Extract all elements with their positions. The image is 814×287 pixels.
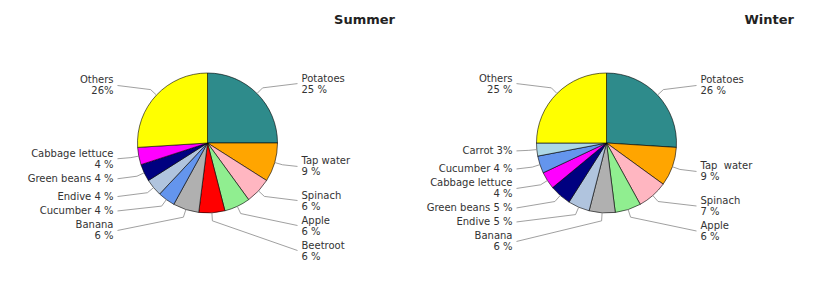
svg-text:6 %: 6 % [94, 230, 113, 241]
svg-text:9 %: 9 % [302, 166, 321, 177]
svg-text:Green beans 4 %: Green beans 4 % [28, 173, 114, 184]
html-text:Winter: Winter [744, 12, 794, 27]
svg-text:Apple: Apple [302, 215, 330, 226]
svg-text:Banana: Banana [76, 219, 114, 230]
svg-text:Endive 4 %: Endive 4 % [57, 191, 113, 202]
svg-text:Potatoes: Potatoes [701, 74, 744, 85]
svg-text:6 %: 6 % [302, 226, 321, 237]
html-text:Summer: Summer [334, 12, 395, 27]
svg-text:Carrot 3%: Carrot 3% [462, 145, 512, 156]
svg-text:Banana: Banana [475, 230, 513, 241]
svg-text:25 %: 25 % [487, 84, 512, 95]
svg-text:Cucumber 4 %: Cucumber 4 % [439, 163, 513, 174]
svg-text:6 %: 6 % [493, 241, 512, 252]
svg-text:Others: Others [479, 73, 513, 84]
svg-text:9 %: 9 % [701, 171, 720, 182]
svg-text:Spinach: Spinach [302, 190, 342, 201]
svg-text:Cabbage lettuce: Cabbage lettuce [430, 177, 512, 188]
svg-text:Beetroot: Beetroot [302, 240, 345, 251]
svg-text:25 %: 25 % [302, 84, 327, 95]
svg-text:4 %: 4 % [493, 188, 512, 199]
svg-text:Others: Others [80, 74, 114, 85]
svg-text:26%: 26% [91, 85, 113, 96]
svg-text:Apple: Apple [701, 220, 729, 231]
svg-text:Tap water: Tap water [700, 160, 754, 171]
svg-text:6 %: 6 % [701, 231, 720, 242]
svg-text:4 %: 4 % [94, 159, 113, 170]
svg-text:Spinach: Spinach [701, 195, 741, 206]
svg-text:26 %: 26 % [701, 85, 726, 96]
svg-text:6 %: 6 % [302, 251, 321, 262]
svg-text:7 %: 7 % [701, 206, 720, 217]
svg-text:Cabbage lettuce: Cabbage lettuce [31, 148, 113, 159]
svg-text:Endive 5 %: Endive 5 % [456, 216, 512, 227]
svg-text:Tap water: Tap water [301, 155, 351, 166]
svg-text:Potatoes: Potatoes [302, 73, 345, 84]
svg-text:Cucumber 4 %: Cucumber 4 % [40, 205, 114, 216]
svg-text:6 %: 6 % [302, 201, 321, 212]
svg-text:Green beans 5 %: Green beans 5 % [427, 202, 513, 213]
